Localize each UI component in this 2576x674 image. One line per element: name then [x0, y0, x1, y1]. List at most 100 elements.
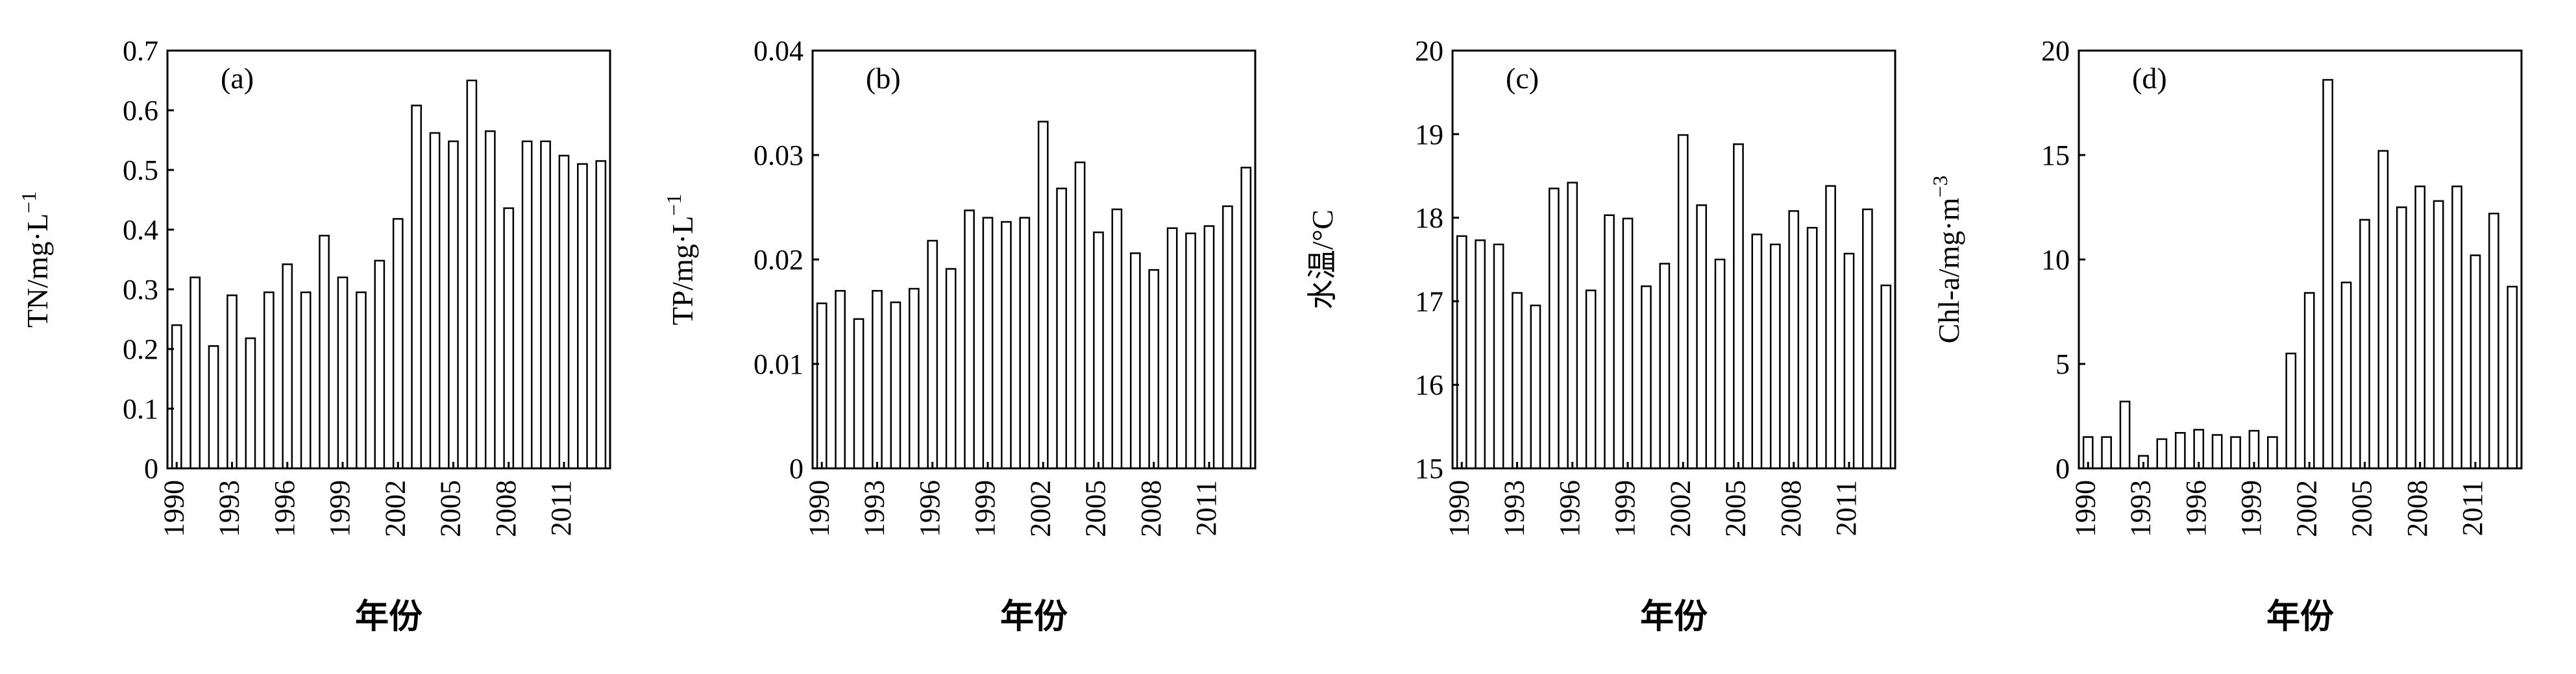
bar-2005 [2359, 219, 2370, 470]
bar-2012 [1222, 205, 1233, 470]
x-tick-label: 1999 [969, 480, 1001, 537]
bar-2003 [1696, 204, 1707, 470]
y-tick-label: 18 [1415, 202, 1443, 234]
x-axis-title: 年份 [1000, 597, 1068, 636]
bar-2008 [1148, 269, 1160, 470]
bar-1996 [927, 239, 938, 470]
bar-2000 [1641, 285, 1652, 470]
bar-1996 [282, 263, 293, 470]
x-tick-label: 2008 [490, 480, 522, 537]
x-tick-label: 1999 [1609, 480, 1641, 537]
x-tick-label: 1990 [1443, 480, 1475, 537]
bar-1993 [227, 294, 238, 470]
y-axis-title-text: TN/mg·L [21, 213, 54, 328]
bar-1992 [2119, 400, 2131, 470]
bar-2011 [558, 154, 570, 470]
bar-2000 [356, 291, 367, 470]
bar-2010 [1825, 185, 1836, 470]
bar-2012 [577, 163, 588, 470]
bar-2013 [1240, 167, 1252, 470]
bar-1992 [853, 318, 865, 470]
x-tick-label: 2008 [2401, 480, 2433, 537]
x-tick-label: 2011 [1830, 480, 1862, 536]
bar-1998 [2230, 436, 2241, 470]
x-tick-label: 1990 [2069, 480, 2101, 537]
bar-1996 [1567, 182, 1578, 470]
bar-1995 [263, 291, 275, 470]
bar-1994 [245, 337, 256, 470]
y-tick-label: 0.6 [123, 95, 158, 126]
x-tick-label: 2005 [435, 480, 467, 537]
y-axis-title: TP/mg·L−1 [662, 194, 699, 326]
bar-1995 [908, 287, 920, 470]
bar-2005 [448, 140, 459, 470]
bar-2005 [1093, 231, 1104, 470]
bar-2010 [2451, 186, 2462, 470]
bar-2003 [2322, 78, 2333, 470]
bar-2002 [2303, 292, 2315, 470]
y-axis-title-text: TP/mg·L [666, 216, 699, 326]
plot-frame [166, 49, 611, 470]
bar-2003 [411, 104, 422, 470]
y-axis-title-superscript: −1 [17, 191, 40, 213]
x-tick-label: 2005 [1720, 480, 1752, 537]
y-tick-label: 0 [144, 453, 158, 485]
bar-2000 [1001, 221, 1012, 470]
y-tick-label: 0.7 [123, 35, 158, 67]
bar-2001 [374, 259, 386, 470]
bar-1998 [964, 210, 975, 470]
x-axis-title: 年份 [2266, 597, 2334, 636]
x-tick-label: 2002 [1664, 480, 1696, 537]
y-tick-label: 20 [2041, 35, 2070, 67]
x-tick-label: 2005 [1080, 480, 1112, 537]
bar-2009 [1166, 227, 1178, 470]
bar-2007 [484, 130, 496, 470]
x-tick-label: 2008 [1135, 480, 1167, 537]
bar-2000 [2267, 436, 2278, 470]
x-tick-label: 1993 [859, 480, 890, 537]
bar-1997 [300, 291, 312, 470]
x-tick-label: 2005 [2346, 480, 2378, 537]
y-tick-label: 0.1 [123, 393, 158, 425]
panel-label: (b) [866, 62, 901, 95]
y-axis-title-superscript: −1 [662, 194, 685, 216]
x-tick-label: 1993 [2125, 480, 2157, 537]
panel-label: (a) [221, 62, 254, 95]
bar-1993 [1512, 292, 1523, 470]
y-tick-label: 0.2 [123, 333, 158, 365]
bar-1997 [2211, 434, 2223, 470]
bar-1994 [1530, 304, 1541, 470]
x-tick-label: 2011 [2457, 480, 2488, 536]
y-tick-label: 19 [1415, 119, 1443, 150]
bar-2011 [1203, 225, 1215, 470]
x-tick-label: 1996 [1554, 480, 1586, 537]
bar-2002 [1677, 134, 1689, 470]
bar-1993 [872, 290, 883, 470]
bar-2011 [2470, 254, 2481, 470]
bar-2013 [595, 160, 607, 470]
x-tick-label: 1996 [914, 480, 946, 537]
panel-label: (d) [2132, 62, 2167, 95]
bar-2001 [1019, 217, 1031, 470]
bar-2009 [521, 140, 533, 470]
bar-1992 [208, 345, 219, 470]
bar-1990 [171, 324, 182, 470]
bar-2008 [1788, 210, 1800, 470]
bar-1991 [190, 276, 201, 470]
bar-2004 [2340, 282, 2352, 470]
bar-1994 [2156, 438, 2168, 470]
bar-2002 [1037, 121, 1049, 470]
bar-2010 [1185, 232, 1196, 470]
bar-1995 [1548, 187, 1560, 470]
bar-2001 [1659, 263, 1671, 470]
x-tick-label: 1993 [1499, 480, 1530, 537]
x-tick-label: 2011 [1190, 480, 1222, 536]
bar-2007 [1769, 243, 1781, 470]
y-axis-title-text: 水温/°C [1306, 210, 1339, 309]
y-tick-label: 0 [2055, 453, 2070, 485]
bar-1998 [319, 234, 330, 470]
bar-2009 [2433, 200, 2444, 470]
bar-2002 [392, 218, 404, 470]
bar-2010 [540, 140, 551, 470]
